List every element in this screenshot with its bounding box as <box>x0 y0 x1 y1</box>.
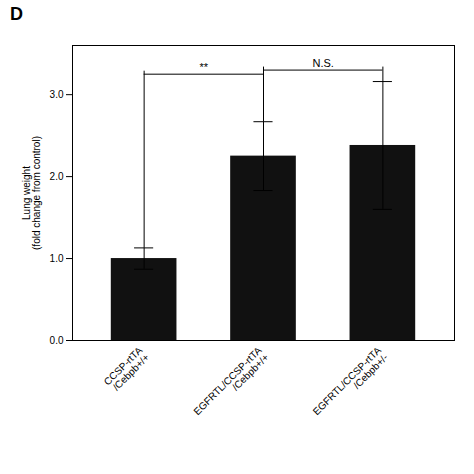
svg-text:**: ** <box>200 61 209 73</box>
html-text:D: D <box>10 4 23 24</box>
svg-text:0.0: 0.0 <box>50 335 64 346</box>
svg-text:N.S.: N.S. <box>312 57 333 69</box>
svg-text:EGFRTL/CCSP-rtTA/Cebpb+/+: EGFRTL/CCSP-rtTA/Cebpb+/+ <box>191 344 271 424</box>
svg-text:Lung weight(fold change from c: Lung weight(fold change from control) <box>21 136 42 250</box>
svg-text:CCSP-rtTA/Cebpb+/+: CCSP-rtTA/Cebpb+/+ <box>102 344 152 394</box>
svg-text:EGFRTL/CCSP-rtTA/Cebpb+/-: EGFRTL/CCSP-rtTA/Cebpb+/- <box>311 344 391 424</box>
svg-text:1.0: 1.0 <box>50 253 64 264</box>
svg-text:3.0: 3.0 <box>50 89 64 100</box>
svg-text:2.0: 2.0 <box>50 171 64 182</box>
